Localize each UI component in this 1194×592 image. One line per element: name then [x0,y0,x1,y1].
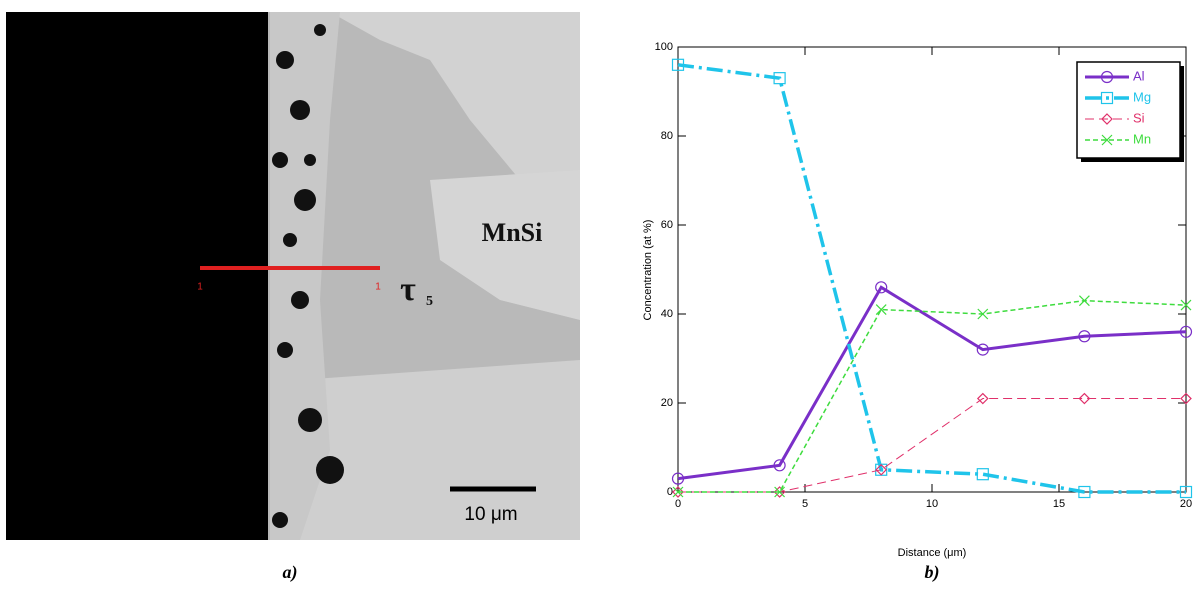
scale-label: 10 μm [464,504,517,525]
point [977,308,989,320]
x-tick-label: 0 [675,498,681,510]
phase-patch [270,12,340,540]
point [1180,299,1192,311]
point [875,463,888,476]
legend-label: Si [1133,110,1145,125]
y-tick-label: 80 [661,130,673,142]
series-line [677,285,1187,481]
point [773,72,786,85]
x-tick-label: 20 [1180,498,1192,510]
series-line [678,398,1186,493]
legend-marker [1101,113,1113,125]
profile-start: 1 [197,282,203,293]
point [1078,392,1091,405]
point [875,304,887,315]
phase-label: MnSi [482,218,543,247]
micrograph: 1 1 MnSi τ 5 10 μm [6,12,580,540]
point [1179,485,1193,499]
point [976,392,989,405]
y-tick-label: 0 [667,486,673,498]
legend-marker [1100,70,1114,84]
point [1179,325,1193,338]
x-tick-label: 10 [926,498,938,510]
point [773,459,786,472]
point [976,343,989,356]
pores [272,24,344,528]
point [671,472,685,485]
x-axis-label: Distance (μm) [898,547,967,559]
point [875,281,888,294]
point [671,58,685,71]
series-line [677,63,1186,494]
legend-marker [1100,91,1114,105]
point [773,486,786,498]
phase-label: τ [400,271,416,308]
point [1180,392,1192,405]
caption: a) [283,562,298,583]
point [774,486,786,498]
phase-subscript: 5 [426,294,433,309]
y-tick-label: 60 [661,219,673,231]
y-tick-label: 40 [661,308,673,320]
phase-patch [300,360,580,540]
phase-patch [430,170,580,320]
point [672,486,684,498]
y-axis-label: Concentration (at %) [642,220,654,321]
x-tick-label: 15 [1053,498,1065,510]
dark-region [6,12,268,540]
legend-label: Al [1133,68,1145,83]
profile-end: 1 [375,282,381,293]
x-tick-label: 5 [802,498,808,510]
y-tick-label: 100 [655,41,673,53]
legend-label: Mn [1133,131,1151,146]
phase-patch [330,12,580,200]
legend-marker [1101,134,1113,146]
series-line [678,299,1187,493]
point [1078,330,1091,343]
point [1078,295,1090,307]
point [976,468,989,481]
point [1078,485,1091,499]
caption: b) [925,562,940,583]
y-tick-label: 20 [661,397,673,409]
legend-label: Mg [1133,89,1151,104]
point [672,486,684,498]
